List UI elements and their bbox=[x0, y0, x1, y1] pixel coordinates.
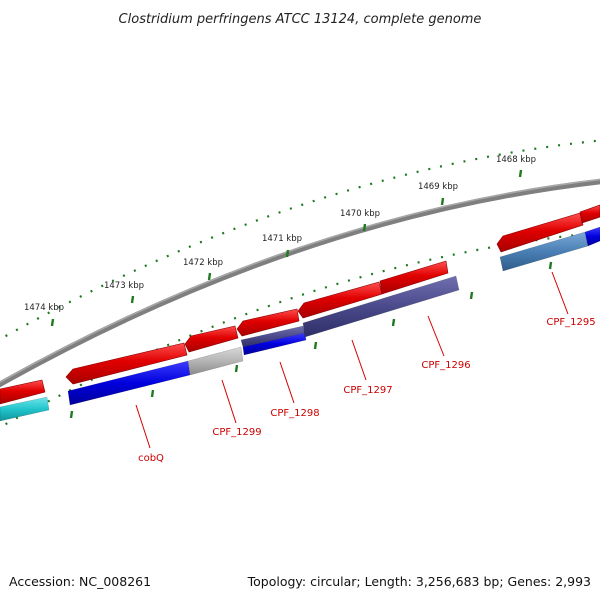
kbp-tick-1470 bbox=[362, 223, 367, 232]
genome-backbone bbox=[0, 178, 600, 388]
gene-bar-cpf1299[interactable] bbox=[187, 346, 244, 376]
gene-track bbox=[0, 226, 600, 422]
kbp-scale-ring bbox=[0, 139, 600, 341]
leader-cpf1295 bbox=[551, 271, 569, 315]
kbp-label-1470: 1470 kbp bbox=[340, 209, 380, 219]
kbp-label-1472: 1472 kbp bbox=[183, 258, 223, 268]
kbp-label-1468: 1468 kbp bbox=[496, 155, 536, 165]
accession-text: Accession: NC_008261 bbox=[9, 574, 151, 589]
gene-label-cpf1299[interactable]: CPF_1299 bbox=[212, 427, 261, 438]
kbp-tick-1468 bbox=[518, 169, 523, 178]
leader-cpf1297 bbox=[351, 339, 367, 381]
kbp-tick-1472 bbox=[207, 272, 212, 281]
gene-bar-blue-edge[interactable] bbox=[584, 226, 600, 247]
kbp-tick-1471 bbox=[285, 249, 290, 258]
gene-bar-cpf1298-blue[interactable] bbox=[242, 332, 307, 356]
inner-ring-major-ticks bbox=[69, 261, 553, 419]
gene-label-cpf1295[interactable]: CPF_1295 bbox=[546, 317, 595, 328]
cds-arrow[interactable] bbox=[297, 281, 383, 319]
gene-label-cpf1298[interactable]: CPF_1298 bbox=[270, 408, 319, 419]
cds-arrow[interactable] bbox=[184, 325, 239, 353]
inner-tick bbox=[469, 291, 474, 300]
inner-tick bbox=[150, 389, 155, 398]
gene-bar-cpf1297-1296[interactable] bbox=[302, 275, 460, 338]
inner-tick bbox=[69, 410, 74, 419]
kbp-label-1473: 1473 kbp bbox=[104, 281, 144, 291]
leader-cpf1296 bbox=[427, 315, 445, 357]
gene-bar-cyan[interactable] bbox=[0, 396, 50, 422]
leader-cobq bbox=[135, 404, 151, 449]
inner-tick bbox=[391, 318, 396, 327]
kbp-major-ticks bbox=[50, 169, 523, 327]
kbp-tick-1474 bbox=[50, 318, 55, 327]
genome-summary-text: Topology: circular; Length: 3,256,683 bp… bbox=[247, 574, 591, 589]
kbp-label-1469: 1469 kbp bbox=[418, 182, 458, 192]
genome-backbone-highlight bbox=[0, 178, 600, 384]
inner-tick bbox=[234, 364, 239, 373]
cds-arrow[interactable] bbox=[236, 308, 300, 337]
gene-label-cpf1297[interactable]: CPF_1297 bbox=[343, 385, 392, 396]
leader-cpf1299 bbox=[221, 379, 237, 424]
inner-tick bbox=[313, 341, 318, 350]
cds-arrow[interactable] bbox=[579, 204, 600, 224]
gene-label-cobq[interactable]: cobQ bbox=[138, 453, 164, 464]
leader-cpf1298 bbox=[279, 361, 295, 404]
inner-tick bbox=[548, 261, 553, 270]
cds-arrow[interactable] bbox=[65, 342, 188, 385]
kbp-label-1474: 1474 kbp bbox=[24, 303, 64, 313]
cds-arrow[interactable] bbox=[379, 260, 449, 295]
inner-scale-ring bbox=[0, 231, 600, 429]
cds-track bbox=[0, 204, 600, 405]
map-title: Clostridium perfringens ATCC 13124, comp… bbox=[119, 12, 482, 27]
cds-arrow[interactable] bbox=[0, 379, 46, 405]
kbp-tick-1469 bbox=[440, 197, 445, 206]
kbp-label-1471: 1471 kbp bbox=[262, 234, 302, 244]
gene-label-cpf1296[interactable]: CPF_1296 bbox=[421, 360, 470, 371]
kbp-tick-1473 bbox=[130, 295, 135, 304]
